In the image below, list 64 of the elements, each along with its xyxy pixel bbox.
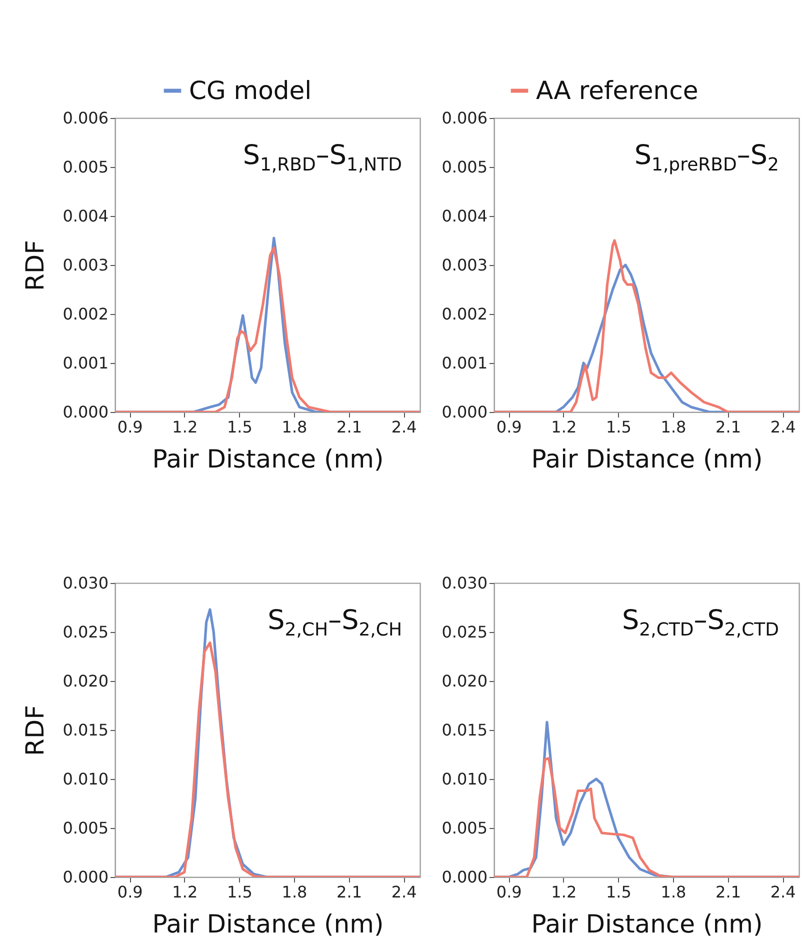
x-tick-label: 1.2 xyxy=(551,882,577,902)
x-tick-label: 1.2 xyxy=(551,418,577,436)
legend-label: AA reference xyxy=(536,76,698,105)
x-axis-title: Pair Distance (nm) xyxy=(531,910,763,938)
y-tick-label: 0.001 xyxy=(442,354,488,372)
x-axis-title: Pair Distance (nm) xyxy=(531,444,763,474)
y-tick-label: 0.006 xyxy=(62,108,108,128)
x-tick-label: 1.5 xyxy=(226,882,252,902)
y-axis-title: RDF xyxy=(20,240,50,292)
y-tick-label: 0.003 xyxy=(442,256,488,274)
x-tick-label: 1.8 xyxy=(660,418,686,436)
x-tick-label: 2.4 xyxy=(391,418,417,436)
x-tick-label: 1.2 xyxy=(172,882,198,902)
x-tick-label: 1.5 xyxy=(606,882,632,902)
x-tick-label: 1.8 xyxy=(282,882,308,902)
y-tick-label: 0.025 xyxy=(442,622,488,642)
annotation: S$_{1,RBD}$–S$_{1,NTD}$ xyxy=(242,140,402,176)
y-tick-label: 0.004 xyxy=(442,206,488,226)
y-tick-label: 0.020 xyxy=(442,672,488,690)
y-tick-label: 0.006 xyxy=(442,108,488,128)
x-tick-label: 1.5 xyxy=(226,418,252,436)
y-tick-label: 0.005 xyxy=(62,158,108,176)
x-tick-label: 0.9 xyxy=(117,418,143,436)
y-tick-label: 0.000 xyxy=(62,402,108,422)
y-tick-label: 0.030 xyxy=(442,574,488,592)
x-tick-label: 2.1 xyxy=(336,418,362,436)
x-tick-label: 0.9 xyxy=(496,418,522,436)
x-tick-label: 1.2 xyxy=(172,418,198,436)
x-tick-label: 2.4 xyxy=(391,882,417,902)
y-tick-label: 0.000 xyxy=(62,868,108,886)
annotation: S$_{2,CTD}$–S$_{2,CTD}$ xyxy=(622,605,779,640)
y-tick-label: 0.025 xyxy=(62,622,108,642)
y-tick-label: 0.000 xyxy=(442,402,488,422)
y-tick-label: 0.000 xyxy=(442,868,488,886)
y-tick-label: 0.003 xyxy=(62,256,108,274)
x-axis-title: Pair Distance (nm) xyxy=(152,910,384,938)
x-tick-label: 2.1 xyxy=(716,882,741,902)
x-axis-title: Pair Distance (nm) xyxy=(152,444,384,474)
y-tick-label: 0.010 xyxy=(62,770,108,788)
x-tick-label: 2.1 xyxy=(716,418,741,436)
x-tick-label: 0.9 xyxy=(117,882,143,902)
y-tick-label: 0.030 xyxy=(62,574,108,592)
y-tick-label: 0.015 xyxy=(442,720,488,740)
x-tick-label: 2.1 xyxy=(336,882,362,902)
y-tick-label: 0.015 xyxy=(62,720,108,740)
annotation: S$_{1,preRBD}$–S$_{2}$ xyxy=(634,140,779,176)
x-tick-label: 1.8 xyxy=(660,882,686,902)
y-tick-label: 0.002 xyxy=(62,304,108,324)
y-tick-label: 0.002 xyxy=(442,304,488,324)
y-tick-label: 0.020 xyxy=(62,672,108,690)
y-tick-label: 0.004 xyxy=(62,206,108,226)
y-axis-title: RDF xyxy=(20,704,50,756)
y-tick-label: 0.005 xyxy=(442,818,488,838)
y-tick-label: 0.001 xyxy=(62,354,108,372)
x-tick-label: 1.8 xyxy=(282,418,308,436)
x-tick-label: 2.4 xyxy=(770,418,796,436)
x-tick-label: 2.4 xyxy=(770,882,796,902)
y-tick-label: 0.010 xyxy=(442,770,488,788)
x-tick-label: 0.9 xyxy=(496,882,522,902)
annotation: S$_{2,CH}$–S$_{2,CH}$ xyxy=(268,605,402,640)
x-tick-label: 1.5 xyxy=(606,418,632,436)
y-tick-label: 0.005 xyxy=(62,818,108,838)
y-tick-label: 0.005 xyxy=(442,158,488,176)
legend-label: CG model xyxy=(189,76,312,105)
